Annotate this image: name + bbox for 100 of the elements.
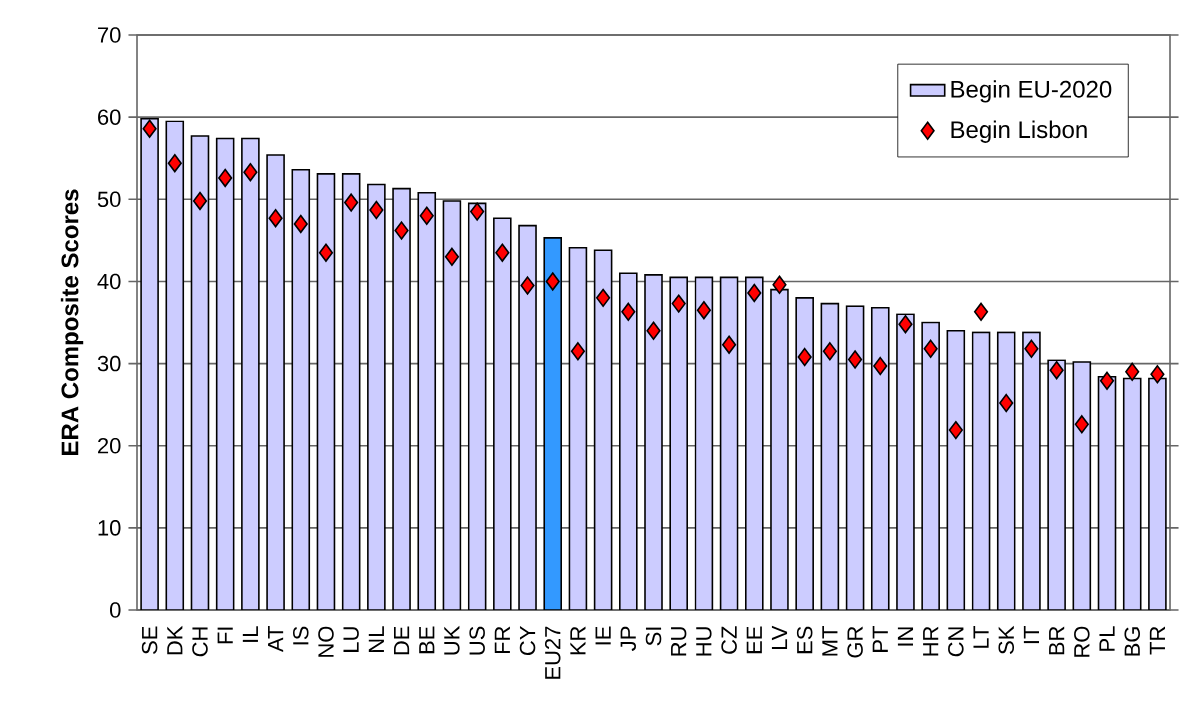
bar — [165, 120, 185, 610]
point — [898, 314, 913, 334]
point — [1099, 371, 1115, 391]
bar — [215, 137, 235, 610]
point — [646, 321, 661, 340]
point — [268, 208, 283, 228]
bar — [946, 329, 966, 610]
y-tick-label: 0 — [110, 602, 121, 618]
x-tick-label: CH — [192, 627, 208, 657]
x-tick-label: SK — [998, 625, 1015, 654]
y-tick-label: 50 — [97, 191, 121, 208]
point — [621, 302, 636, 322]
point — [1125, 362, 1140, 381]
x-tick-label: JP — [620, 626, 636, 651]
x-tick-label: LV — [771, 625, 788, 650]
point — [293, 214, 308, 234]
x-tick-label: US — [469, 626, 485, 655]
x-tick-label: CZ — [721, 626, 737, 654]
x-tick-label: BR — [1049, 626, 1065, 655]
x-tick-label: IS — [293, 626, 309, 645]
x-tick-label: RU — [671, 627, 687, 656]
bar — [392, 187, 411, 610]
point — [167, 153, 182, 173]
x-tick-label: DK — [167, 625, 183, 655]
point — [822, 342, 837, 361]
bar — [291, 168, 311, 610]
legend-label: Begin EU-2020 — [951, 80, 1112, 103]
x-tick-label: RO — [1074, 626, 1090, 657]
x-tick-label: MT — [822, 626, 838, 656]
legend-label: Begin Lisbon — [951, 120, 1087, 143]
x-tick-label: FR — [494, 626, 510, 654]
point — [873, 356, 888, 376]
x-tick-label: FI — [217, 627, 233, 644]
x-tick-label: PT — [872, 626, 888, 652]
point — [444, 247, 460, 266]
point — [772, 275, 787, 294]
point — [923, 339, 938, 358]
x-tick-label: KR — [570, 626, 586, 655]
x-tick-label: EU27 — [544, 626, 561, 679]
x-tick-label: SE — [141, 626, 158, 654]
point — [1049, 360, 1064, 380]
point — [1150, 365, 1165, 384]
point — [948, 420, 963, 440]
point — [142, 119, 157, 138]
point — [344, 193, 359, 212]
x-tick-label: DE — [394, 626, 410, 655]
x-tick-label: ES — [796, 626, 813, 654]
x-tick-label: HU — [696, 627, 712, 656]
point — [369, 200, 384, 220]
point — [696, 300, 711, 320]
bar — [845, 305, 865, 610]
point — [192, 191, 208, 211]
point — [973, 302, 989, 322]
y-tick-label: 60 — [98, 109, 121, 125]
bar — [896, 313, 915, 610]
point — [797, 347, 812, 367]
bar — [1022, 331, 1041, 610]
y-tick-label: 10 — [98, 520, 121, 536]
point — [1074, 415, 1089, 434]
x-tick-label: AT — [268, 626, 284, 653]
point — [545, 272, 560, 291]
x-tick-label: EE — [746, 626, 762, 654]
point — [218, 168, 233, 188]
x-tick-label: IN — [897, 627, 914, 646]
y-tick-label: 70 — [98, 27, 121, 43]
x-tick-label: NL — [368, 626, 384, 652]
point — [318, 243, 334, 262]
point — [470, 202, 485, 221]
point — [1024, 339, 1039, 358]
bar — [568, 246, 588, 610]
x-tick-label: HR — [923, 626, 939, 656]
point — [419, 206, 434, 225]
x-tick-label: SI — [645, 627, 662, 646]
x-tick-label: IT — [1023, 626, 1039, 644]
point — [520, 276, 535, 295]
x-tick-label: PL — [1099, 626, 1115, 651]
x-tick-label: IE — [595, 626, 611, 645]
x-tick-label: NO — [318, 626, 334, 657]
point — [747, 283, 762, 303]
point — [847, 350, 863, 369]
x-tick-label: BG — [1124, 627, 1141, 656]
y-tick-label: 40 — [97, 273, 121, 290]
point — [721, 335, 737, 354]
y-tick-label: 20 — [98, 437, 121, 454]
bar — [493, 217, 512, 610]
x-tick-label: CN — [948, 627, 964, 657]
point — [394, 221, 409, 240]
y-axis-title: ERA Composite Scores — [60, 189, 84, 455]
x-tick-label: IL — [242, 626, 258, 642]
x-tick-label: UK — [444, 625, 460, 655]
y-tick-label: 30 — [97, 355, 121, 372]
point — [671, 294, 686, 313]
x-tick-label: LU — [343, 627, 359, 652]
x-tick-label: CY — [519, 626, 536, 656]
point — [596, 288, 611, 308]
bar — [341, 173, 361, 610]
x-tick-label: LT — [973, 626, 989, 648]
point — [999, 393, 1014, 413]
x-tick-label: TR — [1149, 626, 1165, 655]
x-tick-label: BE — [419, 626, 435, 654]
